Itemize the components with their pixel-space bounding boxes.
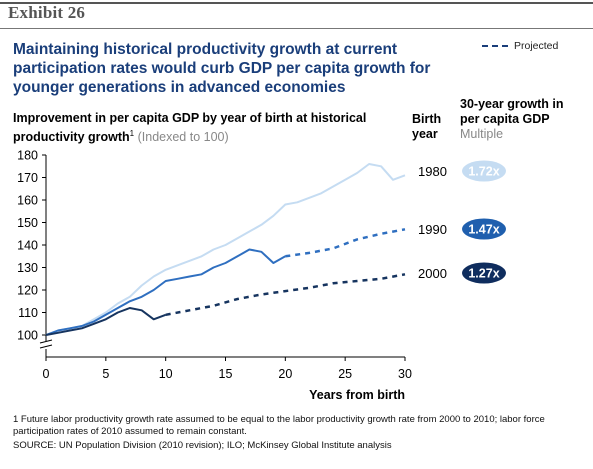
y-tick-label: 160 (17, 194, 38, 208)
series-2000-projected-line (165, 273, 406, 317)
birth-year-label-line-1: Birth (412, 112, 442, 126)
x-tick-label: 20 (278, 367, 292, 381)
projected-dash-icon (482, 45, 508, 47)
legend-projected-label: Projected (514, 40, 559, 52)
birth-year-2000: 2000 (418, 266, 447, 281)
line-chart: 100 110 120 130 140 150 160 170 180 0 5 10 15 20 25 30 Y… (17, 149, 506, 403)
growth-value-1980: 1.72x (468, 165, 499, 179)
birth-year-1990: 1990 (418, 222, 447, 237)
birth-year-1980: 1980 (418, 164, 447, 179)
growth-value-1990: 1.47x (468, 223, 499, 237)
x-tick-label: 10 (159, 367, 173, 381)
subtitle-note: (Indexed to 100) (137, 130, 229, 145)
y-tick-label: 180 (17, 149, 38, 163)
chart-axes: 100 110 120 130 140 150 160 170 180 0 5 10 15 20 25 30 Y… (17, 149, 412, 403)
series-1980-line (45, 163, 406, 336)
y-tick-label: 100 (17, 329, 38, 343)
growth-unit-label: Multiple (460, 127, 504, 141)
y-tick-label: 140 (17, 239, 38, 253)
chart-lines (45, 163, 406, 336)
source-note: SOURCE: UN Population Division (2010 rev… (13, 440, 392, 451)
y-tick-label: 110 (18, 306, 38, 320)
growth-header: 30-year growth in per capita GDP Multipl… (460, 97, 564, 142)
growth-badge-1990 (462, 218, 506, 240)
growth-badge-2000 (462, 262, 506, 284)
chart-title: Maintaining historical productivity grow… (13, 41, 431, 96)
x-tick-label: 15 (219, 367, 233, 381)
series-2000-line (45, 307, 167, 336)
growth-label-line-2: per capita GDP (460, 112, 550, 126)
x-axis-label: Years from birth (309, 388, 405, 402)
series-1990-projected-line (285, 228, 406, 258)
x-tick-label: 5 (102, 367, 109, 381)
growth-value-2000: 1.27x (468, 267, 499, 281)
footnote-marker: 1 (129, 129, 135, 138)
x-tick-label: 25 (338, 367, 352, 381)
legend: Projected (482, 40, 558, 52)
y-tick-label: 150 (17, 216, 38, 230)
y-tick-label: 130 (17, 261, 38, 275)
footnote: 1 Future labor productivity growth rate … (13, 414, 545, 437)
top-rule (0, 2, 593, 4)
y-tick-label: 170 (17, 171, 38, 185)
y-tick-label: 120 (17, 284, 38, 298)
header-rule (0, 28, 593, 29)
birth-year-label-line-2: year (412, 127, 438, 141)
growth-badge-1980 (462, 160, 506, 182)
y-axis-break-icon (39, 339, 53, 349)
birth-year-header: Birth year (412, 112, 441, 142)
series-1990-line (45, 248, 286, 336)
growth-table: 1980 1.72x 1990 1.47x 2000 1.27x (418, 160, 506, 284)
growth-label-line-1: 30-year growth in (460, 97, 564, 111)
chart-subtitle: Improvement in per capita GDP by year of… (13, 110, 393, 145)
x-tick-label: 30 (398, 367, 412, 381)
subtitle-main: Improvement in per capita GDP by year of… (13, 111, 367, 145)
x-tick-label: 0 (43, 367, 50, 381)
exhibit-label: Exhibit 26 (8, 3, 86, 22)
